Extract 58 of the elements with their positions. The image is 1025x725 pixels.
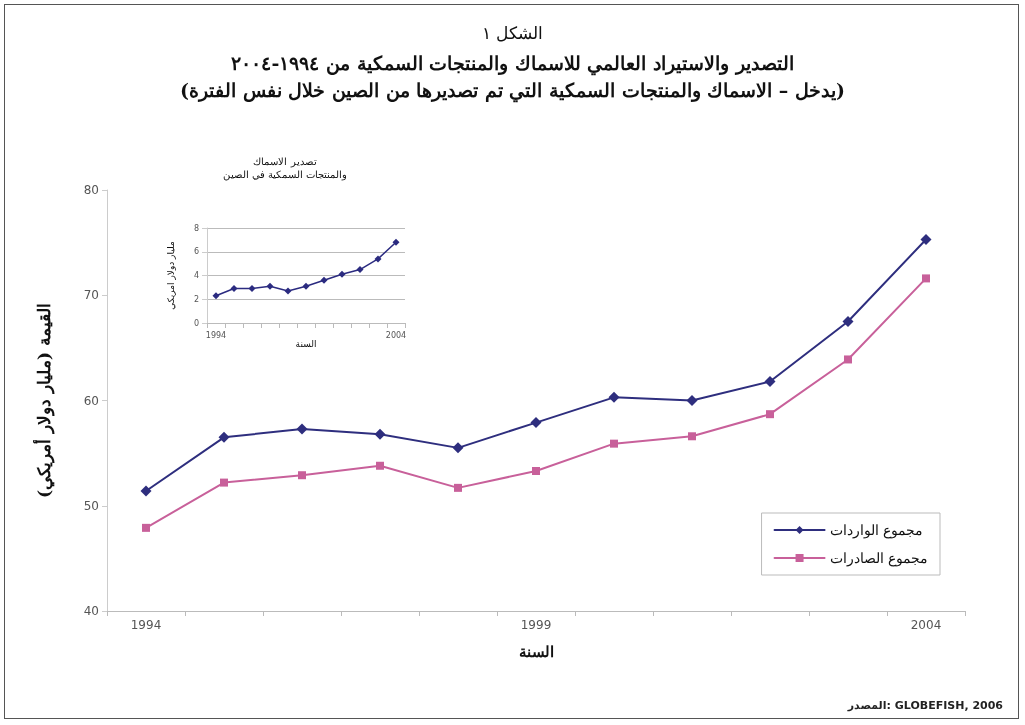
point xyxy=(688,432,696,441)
y-tick-label: 50 xyxy=(83,498,99,513)
y-tick-label: 6 xyxy=(193,247,199,257)
point xyxy=(922,274,930,283)
x-tick-label: 2004 xyxy=(910,618,942,632)
point xyxy=(302,282,310,290)
y-tick-label: 2 xyxy=(193,294,199,304)
point xyxy=(452,442,464,454)
x-tick-label: 1994 xyxy=(205,330,227,340)
point xyxy=(920,233,932,245)
x-axis-title: السنة xyxy=(518,642,554,661)
point xyxy=(284,287,292,295)
point xyxy=(142,523,150,532)
point xyxy=(296,423,308,435)
point xyxy=(266,282,274,290)
y-tick-label: 8 xyxy=(193,223,199,233)
point xyxy=(764,376,776,388)
point xyxy=(374,428,386,440)
point xyxy=(248,285,256,293)
y-tick-label: 70 xyxy=(83,288,99,303)
chart-title: تصدير الاسماك والمنتجات السمكية في الصين xyxy=(222,156,348,181)
point xyxy=(220,478,228,487)
point xyxy=(212,292,220,300)
chart-title: الشكل ١ xyxy=(481,23,544,43)
point xyxy=(454,483,462,492)
x-tick-label: 1994 xyxy=(130,618,162,632)
chart-subtitle: التصدير والاستيراد العالمي للاسماك والمنتجات السمكية من ١٩٩٤-٢٠٠٤ (يدخل – الاسماك والمنتجات السمكية التي تم تصديرها من الصين خلال نفس الفترة) xyxy=(180,51,845,103)
x-axis-title: السنة xyxy=(295,339,317,350)
legend-label: مجموع الصادرات xyxy=(829,550,928,567)
point xyxy=(320,276,328,284)
point xyxy=(530,417,542,429)
point xyxy=(338,270,346,278)
x-tick-label: 2004 xyxy=(385,330,407,340)
y-axis-title: مليار دولار امريكي xyxy=(165,241,176,310)
y-tick-label: 40 xyxy=(83,604,99,618)
point xyxy=(392,238,400,246)
point xyxy=(230,285,238,293)
y-tick-label: 0 xyxy=(193,318,199,328)
point xyxy=(608,391,620,403)
legend-label: مجموع الواردات xyxy=(829,522,923,539)
point xyxy=(298,471,306,480)
point xyxy=(842,316,854,328)
point xyxy=(610,439,618,448)
y-tick-label: 60 xyxy=(83,393,99,408)
y-axis-title: القيمة (مليار دولار أمريكي) xyxy=(31,303,55,498)
point xyxy=(532,467,540,476)
point xyxy=(376,461,384,470)
point xyxy=(356,266,364,274)
x-tick-label: 1999 xyxy=(520,618,552,632)
point xyxy=(766,410,774,419)
point xyxy=(140,485,152,497)
point xyxy=(218,431,230,443)
point xyxy=(374,255,382,263)
point xyxy=(686,395,698,406)
y-tick-label: 4 xyxy=(193,271,199,280)
point xyxy=(844,355,852,364)
y-tick-label: 80 xyxy=(83,183,99,197)
text: المصدر: GLOBEFISH, 2006 xyxy=(846,699,1004,712)
